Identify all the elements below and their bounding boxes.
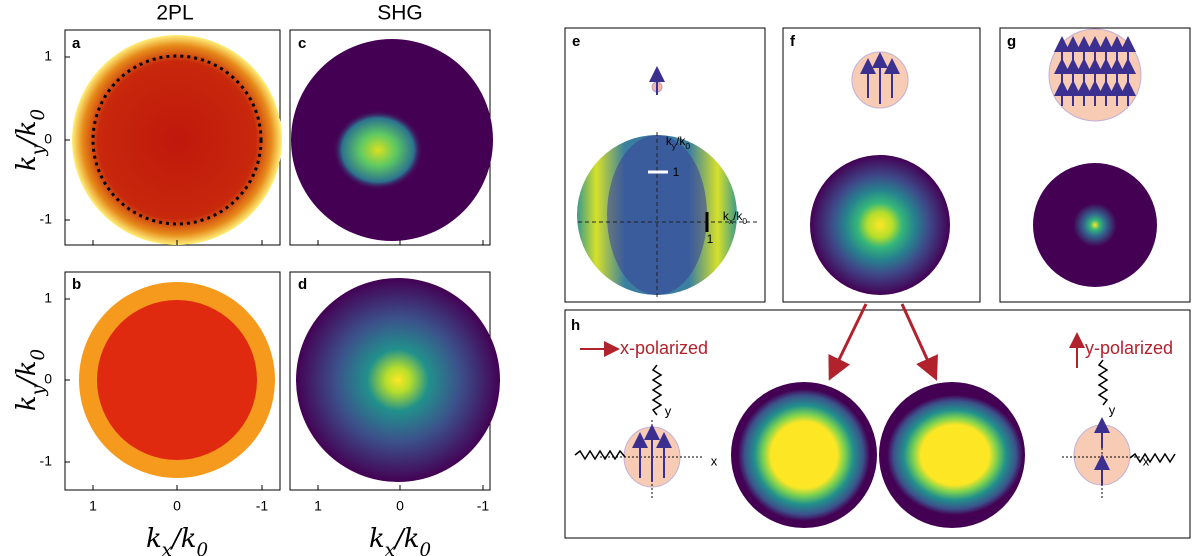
label: y-polarized	[1085, 338, 1173, 358]
axis-label-part: y	[28, 144, 49, 156]
figure: 2PLSHGabcdefgh10-110-110-110-1ky/k0ky/k0…	[0, 0, 1193, 556]
pl-sim-inner	[97, 300, 257, 460]
axis-label-part: /k	[169, 524, 197, 554]
e-ellipse	[607, 135, 707, 295]
pl-image	[72, 35, 282, 245]
x-tick-label: 0	[396, 498, 404, 514]
axis-label: ky/k0	[12, 349, 49, 411]
x-tick-label: -1	[477, 498, 490, 514]
y-tick-label: -1	[40, 211, 53, 227]
label: x-polarized	[620, 338, 708, 358]
axis-label-part: /k	[12, 361, 42, 389]
axis-label-part: /k	[392, 524, 420, 554]
x-tick-label: -1	[256, 498, 269, 514]
g-image	[1033, 163, 1157, 287]
x-tick-label: 0	[173, 498, 181, 514]
y-tick-label: 1	[44, 48, 52, 64]
shg-blob	[333, 110, 423, 190]
axis-label-part: 0	[742, 216, 747, 226]
y-tick-label: 1	[44, 290, 52, 306]
h-image-glow	[887, 395, 1023, 515]
axis-label-part: x	[385, 540, 395, 556]
axis-label-part: k	[12, 395, 42, 411]
column-title: SHG	[377, 2, 423, 25]
axis-label-part: y	[28, 384, 49, 396]
panel-label: g	[1007, 33, 1016, 50]
shg-sim	[296, 278, 500, 482]
axis-label-part: 0	[28, 109, 49, 121]
axis-label: kx/k0	[146, 524, 208, 556]
axis-label-part: /k	[12, 121, 42, 149]
x-tick-label: 1	[314, 498, 322, 514]
y-tick-label: 0	[44, 131, 52, 147]
x-tick-label: 1	[89, 498, 97, 514]
label: 1	[673, 165, 680, 179]
axis-label-part: k	[146, 524, 162, 554]
axis-label-part: x	[162, 540, 172, 556]
panel-label: a	[72, 35, 81, 52]
label: x	[1143, 453, 1150, 468]
panel-label: e	[572, 33, 580, 50]
h-image-glow	[738, 389, 870, 521]
axis-label-part: 0	[196, 540, 208, 556]
column-title: 2PL	[156, 2, 193, 25]
panel-label: h	[571, 317, 580, 334]
label: y	[665, 403, 672, 418]
axis-label: kx/k0	[369, 524, 431, 556]
axis-label-part: k	[369, 524, 385, 554]
axis-label-part: k	[12, 155, 42, 171]
y-tick-label: -1	[40, 453, 53, 469]
y-tick-label: 0	[44, 371, 52, 387]
panel-label: b	[72, 276, 81, 293]
label: 1	[707, 232, 714, 246]
panel-label: c	[298, 35, 306, 52]
axis-label-part: 0	[685, 141, 690, 151]
axis-label: ky/k0	[12, 109, 49, 171]
axis-label-part: 0	[419, 540, 431, 556]
f-image	[810, 155, 950, 295]
panel-label: d	[298, 276, 307, 293]
label: y	[1109, 402, 1116, 417]
axis-label-part: 0	[28, 349, 49, 361]
label: x	[711, 453, 718, 468]
